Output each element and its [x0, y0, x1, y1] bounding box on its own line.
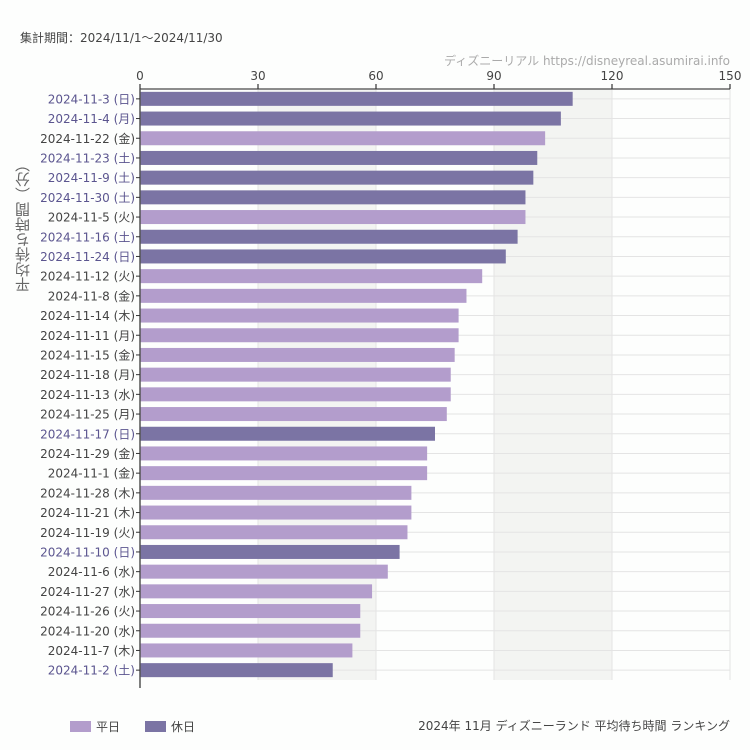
- legend-label-holiday: 休日: [171, 720, 196, 734]
- y-tick-label: 2024-11-30 (土): [40, 191, 135, 205]
- legend-item-holiday[interactable]: 休日: [145, 718, 195, 735]
- legend-swatch-weekday: [70, 721, 91, 732]
- bar[interactable]: [140, 564, 388, 579]
- x-tick-label: 90: [486, 69, 501, 83]
- y-tick-label: 2024-11-21 (木): [40, 506, 135, 520]
- bar[interactable]: [140, 347, 455, 362]
- bar[interactable]: [140, 308, 459, 323]
- y-tick-label: 2024-11-19 (火): [40, 526, 135, 540]
- chart-title: 2024年 11月 ディズニーランド 平均待ち時間 ランキング: [418, 719, 730, 733]
- bar[interactable]: [140, 505, 412, 520]
- y-tick-label: 2024-11-27 (水): [40, 585, 135, 599]
- legend-label-weekday: 平日: [96, 720, 121, 734]
- bar[interactable]: [140, 91, 573, 106]
- y-tick-label: 2024-11-1 (金): [48, 466, 135, 481]
- y-tick-label: 2024-11-14 (木): [40, 309, 135, 323]
- y-tick-label: 2024-11-5 (火): [48, 211, 135, 225]
- bar[interactable]: [140, 544, 400, 559]
- x-tick-label: 30: [250, 69, 265, 83]
- period-text: 集計期間：2024/11/1〜2024/11/30: [20, 31, 223, 45]
- bar[interactable]: [140, 288, 467, 303]
- bar[interactable]: [140, 111, 561, 126]
- bar[interactable]: [140, 249, 506, 264]
- bar[interactable]: [140, 623, 361, 638]
- y-tick-label: 2024-11-18 (月): [40, 368, 135, 382]
- bar[interactable]: [140, 466, 428, 481]
- legend-swatch-holiday: [145, 721, 167, 732]
- bar[interactable]: [140, 663, 333, 678]
- y-tick-label: 2024-11-22 (金): [40, 131, 135, 146]
- y-tick-label: 2024-11-3 (日): [48, 92, 135, 106]
- bar[interactable]: [140, 150, 538, 165]
- y-tick-label: 2024-11-2 (土): [48, 664, 135, 678]
- y-tick-label: 2024-11-23 (土): [40, 151, 135, 165]
- bar[interactable]: [140, 446, 428, 461]
- y-tick-label: 2024-11-9 (土): [48, 171, 135, 185]
- y-tick-label: 2024-11-12 (火): [40, 270, 135, 284]
- y-tick-label: 2024-11-28 (木): [40, 486, 135, 500]
- grid-band: [494, 89, 612, 680]
- bar[interactable]: [140, 525, 408, 540]
- x-tick-label: 150: [719, 69, 742, 83]
- bar[interactable]: [140, 190, 526, 205]
- bar[interactable]: [140, 426, 435, 441]
- y-tick-label: 2024-11-10 (日): [40, 545, 135, 559]
- y-tick-label: 2024-11-25 (月): [40, 408, 135, 422]
- site-credit[interactable]: ディズニーリアル https://disneyreal.asumirai.inf…: [444, 54, 730, 68]
- bar[interactable]: [140, 604, 361, 619]
- y-tick-label: 2024-11-4 (月): [48, 112, 135, 126]
- bar[interactable]: [140, 367, 451, 382]
- legend: 平日 休日: [70, 718, 220, 735]
- bar[interactable]: [140, 407, 447, 422]
- x-tick-label: 0: [136, 69, 144, 83]
- y-tick-label: 2024-11-7 (木): [48, 644, 135, 658]
- y-tick-label: 2024-11-20 (水): [40, 624, 135, 638]
- bar[interactable]: [140, 210, 526, 225]
- bar[interactable]: [140, 485, 412, 500]
- bar[interactable]: [140, 584, 373, 599]
- y-tick-label: 2024-11-26 (火): [40, 605, 135, 619]
- y-tick-label: 2024-11-16 (土): [40, 230, 135, 244]
- y-tick-label: 2024-11-24 (日): [40, 250, 135, 264]
- legend-item-weekday[interactable]: 平日: [70, 718, 120, 735]
- y-tick-label: 2024-11-11 (月): [40, 329, 135, 343]
- bar[interactable]: [140, 170, 534, 185]
- y-tick-label: 2024-11-8 (金): [48, 288, 135, 303]
- bar[interactable]: [140, 269, 483, 284]
- x-tick-label: 120: [601, 69, 624, 83]
- y-tick-label: 2024-11-15 (金): [40, 347, 135, 362]
- x-tick-label: 60: [368, 69, 383, 83]
- bar[interactable]: [140, 387, 451, 402]
- grid-band: [258, 89, 376, 680]
- bar[interactable]: [140, 229, 518, 244]
- bar[interactable]: [140, 131, 546, 146]
- y-tick-label: 2024-11-17 (日): [40, 427, 135, 441]
- y-tick-label: 2024-11-29 (金): [40, 446, 135, 461]
- y-tick-label: 2024-11-13 (水): [40, 388, 135, 402]
- bar[interactable]: [140, 643, 353, 658]
- y-tick-label: 2024-11-6 (水): [48, 565, 135, 579]
- bar[interactable]: [140, 328, 459, 343]
